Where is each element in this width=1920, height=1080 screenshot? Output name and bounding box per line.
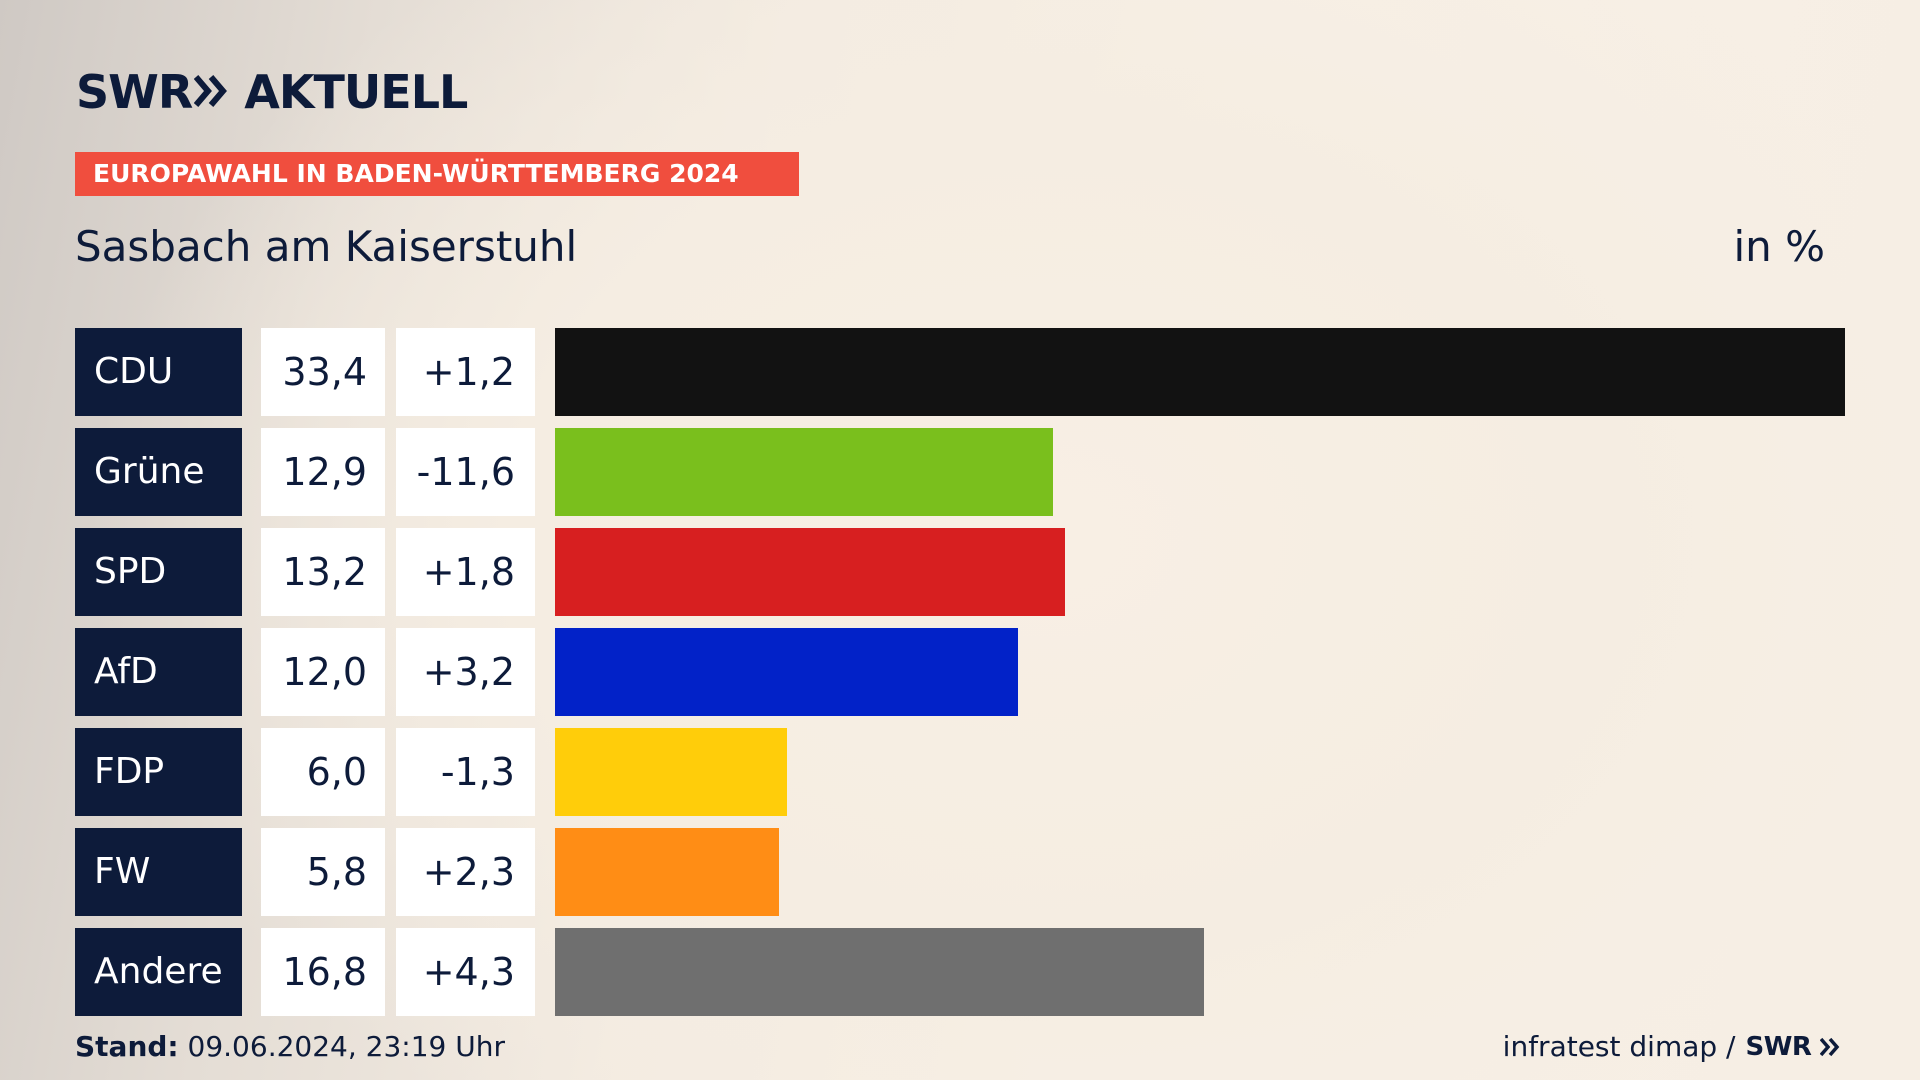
result-bar [555,728,787,816]
vote-share-value: 12,0 [261,628,385,716]
source-credit: infratest dimap / SWR [1503,1030,1842,1063]
stand-value: 09.06.2024, 23:19 Uhr [187,1030,505,1063]
vote-share-value: 5,8 [261,828,385,916]
result-row: AfD 12,0 +3,2 [75,628,1845,716]
vote-share-value: 12,9 [261,428,385,516]
election-banner: EUROPAWAHL IN BADEN-WÜRTTEMBERG 2024 [75,152,799,196]
result-bar [555,528,1065,616]
source-text: infratest dimap / [1502,1030,1736,1063]
vote-share-value: 16,8 [261,928,385,1016]
result-bar [555,328,1845,416]
result-bar [555,628,1018,716]
logo-aktuell-text: AKTUELL [244,65,468,119]
double-chevron-icon [194,65,230,119]
result-row: Grüne 12,9 -11,6 [75,428,1845,516]
result-row: CDU 33,4 +1,2 [75,328,1845,416]
vote-change-value: +1,2 [396,328,535,416]
swr-small-logo-text: SWR [1745,1031,1812,1062]
result-row: SPD 13,2 +1,8 [75,528,1845,616]
result-row: FW 5,8 +2,3 [75,828,1845,916]
swr-aktuell-logo: SWR AKTUELL [76,65,468,119]
vote-change-value: +2,3 [396,828,535,916]
unit-label: in % [1733,222,1825,271]
vote-change-value: +3,2 [396,628,535,716]
timestamp: Stand: 09.06.2024, 23:19 Uhr [75,1030,505,1063]
party-label: FDP [75,728,242,816]
party-label: AfD [75,628,242,716]
vote-share-value: 6,0 [261,728,385,816]
party-label: Grüne [75,428,242,516]
party-label: FW [75,828,242,916]
swr-small-logo: SWR [1746,1032,1843,1062]
result-bar [555,928,1204,1016]
result-bar [555,428,1053,516]
vote-change-value: -1,3 [396,728,535,816]
vote-share-value: 33,4 [261,328,385,416]
region-title: Sasbach am Kaiserstuhl [75,222,578,271]
result-bar [555,828,779,916]
vote-change-value: -11,6 [396,428,535,516]
party-label: Andere [75,928,242,1016]
party-label: CDU [75,328,242,416]
result-row: FDP 6,0 -1,3 [75,728,1845,816]
logo-swr-text: SWR [76,65,193,119]
results-chart: CDU 33,4 +1,2 Grüne 12,9 -11,6 SPD 13,2 +1,8 AfD 1… [75,328,1845,1028]
vote-change-value: +1,8 [396,528,535,616]
result-row: Andere 16,8 +4,3 [75,928,1845,1016]
stand-label: Stand: [75,1030,179,1063]
party-label: SPD [75,528,242,616]
vote-share-value: 13,2 [261,528,385,616]
vote-change-value: +4,3 [396,928,535,1016]
